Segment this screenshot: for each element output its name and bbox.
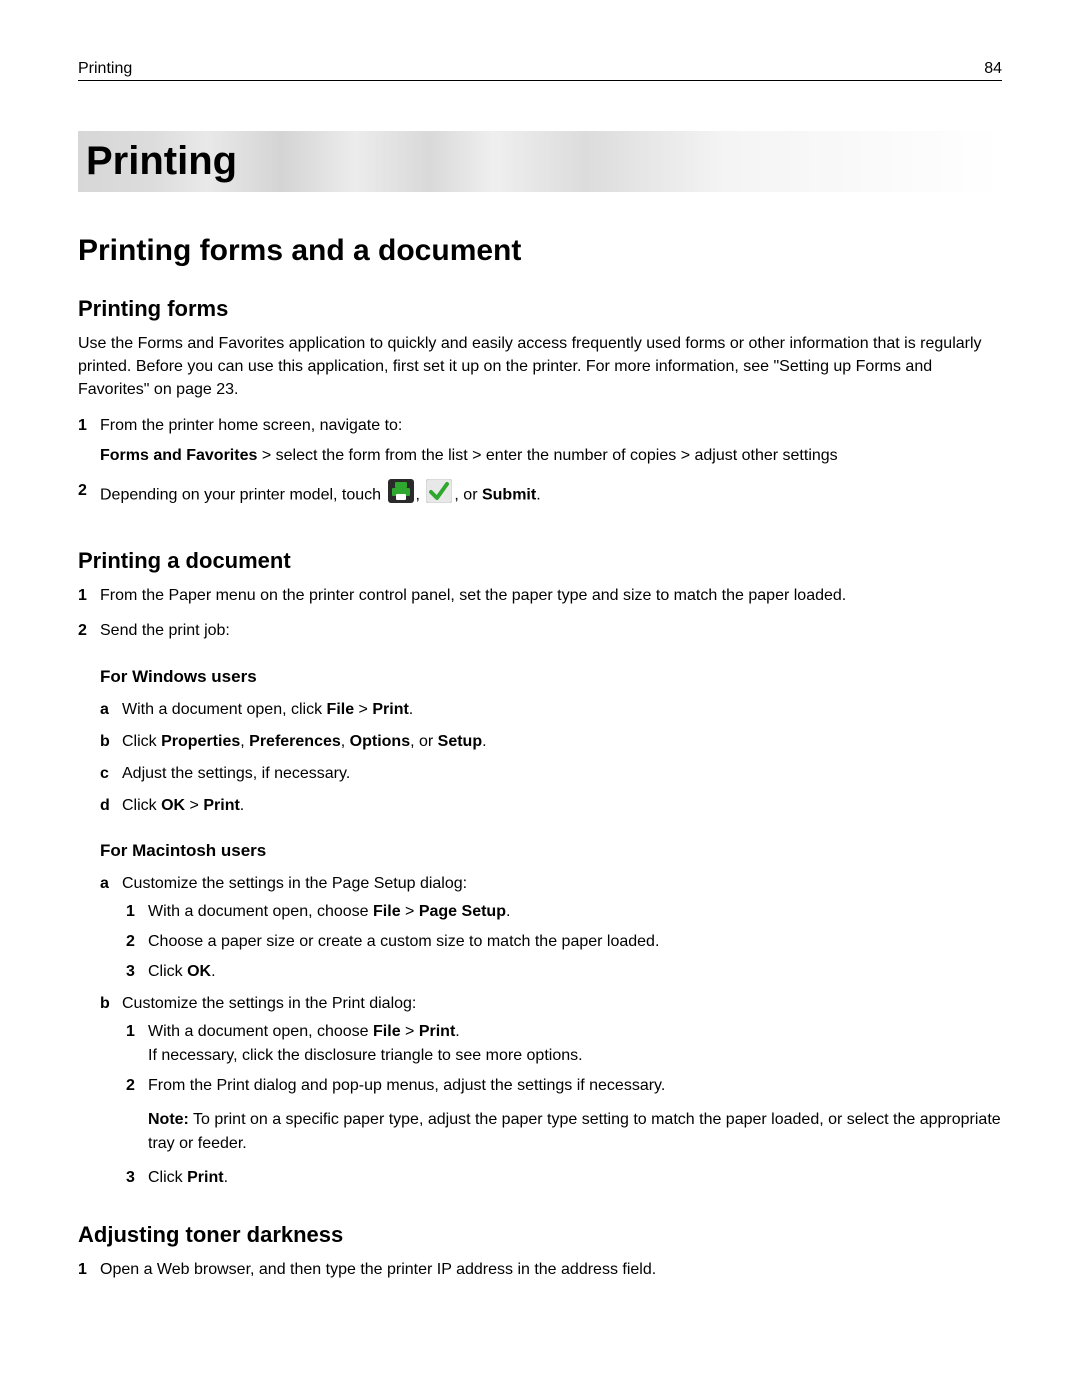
- bold-text: OK: [187, 963, 211, 980]
- text: , or: [410, 733, 438, 750]
- list-item: Adjust the settings, if necessary.: [100, 762, 1002, 786]
- note-block: Note: To print on a specific paper type,…: [148, 1108, 1002, 1156]
- text: , or: [454, 487, 482, 504]
- bold-text: Submit: [482, 487, 536, 504]
- sub-subsection-heading: For Windows users: [100, 664, 1002, 690]
- text: >: [401, 1023, 419, 1040]
- text: >: [354, 701, 372, 718]
- subsection-heading: Printing forms: [78, 296, 1002, 322]
- text: Depending on your printer model, touch: [100, 487, 386, 504]
- checkmark-icon: [426, 479, 452, 512]
- ordered-list: From the printer home screen, navigate t…: [78, 414, 1002, 512]
- list-item: From the printer home screen, navigate t…: [78, 414, 1002, 470]
- list-item: Depending on your printer model, touch ,…: [78, 479, 1002, 512]
- header-section: Printing: [78, 60, 132, 78]
- text: Click: [148, 1169, 187, 1186]
- alpha-list: With a document open, click File > Print…: [100, 698, 1002, 818]
- chapter-title: Printing: [78, 131, 1002, 192]
- list-item: With a document open, choose File > Page…: [126, 900, 1002, 924]
- text: From the Paper menu on the printer contr…: [100, 587, 846, 604]
- list-item: Customize the settings in the Page Setup…: [100, 872, 1002, 984]
- print-icon: [388, 479, 414, 512]
- bold-text: Preferences: [249, 733, 341, 750]
- note-text: To print on a specific paper type, adjus…: [148, 1111, 1001, 1152]
- list-item: Choose a paper size or create a custom s…: [126, 930, 1002, 954]
- text: Choose a paper size or create a custom s…: [148, 933, 659, 950]
- section-heading: Printing forms and a document: [78, 234, 1002, 268]
- list-item: With a document open, click File > Print…: [100, 698, 1002, 722]
- list-item: Customize the settings in the Print dial…: [100, 992, 1002, 1190]
- text: ,: [341, 733, 350, 750]
- note-label: Note:: [148, 1111, 189, 1128]
- text: .: [482, 733, 486, 750]
- page-header: Printing 84: [78, 60, 1002, 81]
- bold-text: File: [373, 1023, 401, 1040]
- text: ,: [240, 733, 249, 750]
- text: .: [455, 1023, 459, 1040]
- document-page: Printing 84 Printing Printing forms and …: [0, 0, 1080, 1397]
- text: .: [224, 1169, 228, 1186]
- text: Click: [148, 963, 187, 980]
- text: ,: [416, 487, 425, 504]
- alpha-list: Customize the settings in the Page Setup…: [100, 872, 1002, 1190]
- text: .: [536, 487, 540, 504]
- list-item: Click Print.: [126, 1166, 1002, 1190]
- bold-text: OK: [161, 797, 185, 814]
- list-item: From the Print dialog and pop-up menus, …: [126, 1074, 1002, 1156]
- list-item: From the Paper menu on the printer contr…: [78, 584, 1002, 609]
- bold-text: Options: [350, 733, 410, 750]
- bold-text: File: [373, 903, 401, 920]
- text: Open a Web browser, and then type the pr…: [100, 1261, 656, 1278]
- subsection-heading: Printing a document: [78, 548, 1002, 574]
- list-item: Send the print job: For Windows users Wi…: [78, 619, 1002, 1190]
- bold-text: Page Setup: [419, 903, 506, 920]
- bold-text: Setup: [438, 733, 482, 750]
- text: >: [185, 797, 203, 814]
- text: .: [211, 963, 215, 980]
- text: From the printer home screen, navigate t…: [100, 417, 402, 434]
- text: With a document open, click: [122, 701, 327, 718]
- text: Customize the settings in the Page Setup…: [122, 875, 467, 892]
- list-item: Click OK.: [126, 960, 1002, 984]
- text: .: [506, 903, 510, 920]
- bold-text: Print: [187, 1169, 223, 1186]
- text: Click: [122, 797, 161, 814]
- ordered-list: From the Paper menu on the printer contr…: [78, 584, 1002, 1190]
- bold-text: Print: [203, 797, 239, 814]
- list-item: Click Properties, Preferences, Options, …: [100, 730, 1002, 754]
- bold-text: Print: [372, 701, 408, 718]
- text: Adjust the settings, if necessary.: [122, 765, 350, 782]
- text: Click: [122, 733, 161, 750]
- list-item: Open a Web browser, and then type the pr…: [78, 1258, 1002, 1283]
- text: > select the form from the list > enter …: [257, 447, 837, 464]
- text: Customize the settings in the Print dial…: [122, 995, 416, 1012]
- text: >: [401, 903, 419, 920]
- bold-text: Properties: [161, 733, 240, 750]
- text: .: [240, 797, 244, 814]
- inner-ordered-list: With a document open, choose File > Prin…: [126, 1020, 1002, 1190]
- ordered-list: Open a Web browser, and then type the pr…: [78, 1258, 1002, 1283]
- paragraph: Use the Forms and Favorites application …: [78, 332, 1002, 402]
- text: With a document open, choose: [148, 1023, 373, 1040]
- text: Send the print job:: [100, 622, 230, 639]
- inner-ordered-list: With a document open, choose File > Page…: [126, 900, 1002, 984]
- bold-text: Forms and Favorites: [100, 447, 257, 464]
- list-item: With a document open, choose File > Prin…: [126, 1020, 1002, 1068]
- text: From the Print dialog and pop-up menus, …: [148, 1077, 665, 1094]
- header-page-number: 84: [984, 60, 1002, 78]
- bold-text: Print: [419, 1023, 455, 1040]
- text: With a document open, choose: [148, 903, 373, 920]
- text: .: [409, 701, 413, 718]
- bold-text: File: [327, 701, 355, 718]
- text: If necessary, click the disclosure trian…: [148, 1047, 583, 1064]
- sub-subsection-heading: For Macintosh users: [100, 838, 1002, 864]
- subsection-heading: Adjusting toner darkness: [78, 1222, 1002, 1248]
- list-item: Click OK > Print.: [100, 794, 1002, 818]
